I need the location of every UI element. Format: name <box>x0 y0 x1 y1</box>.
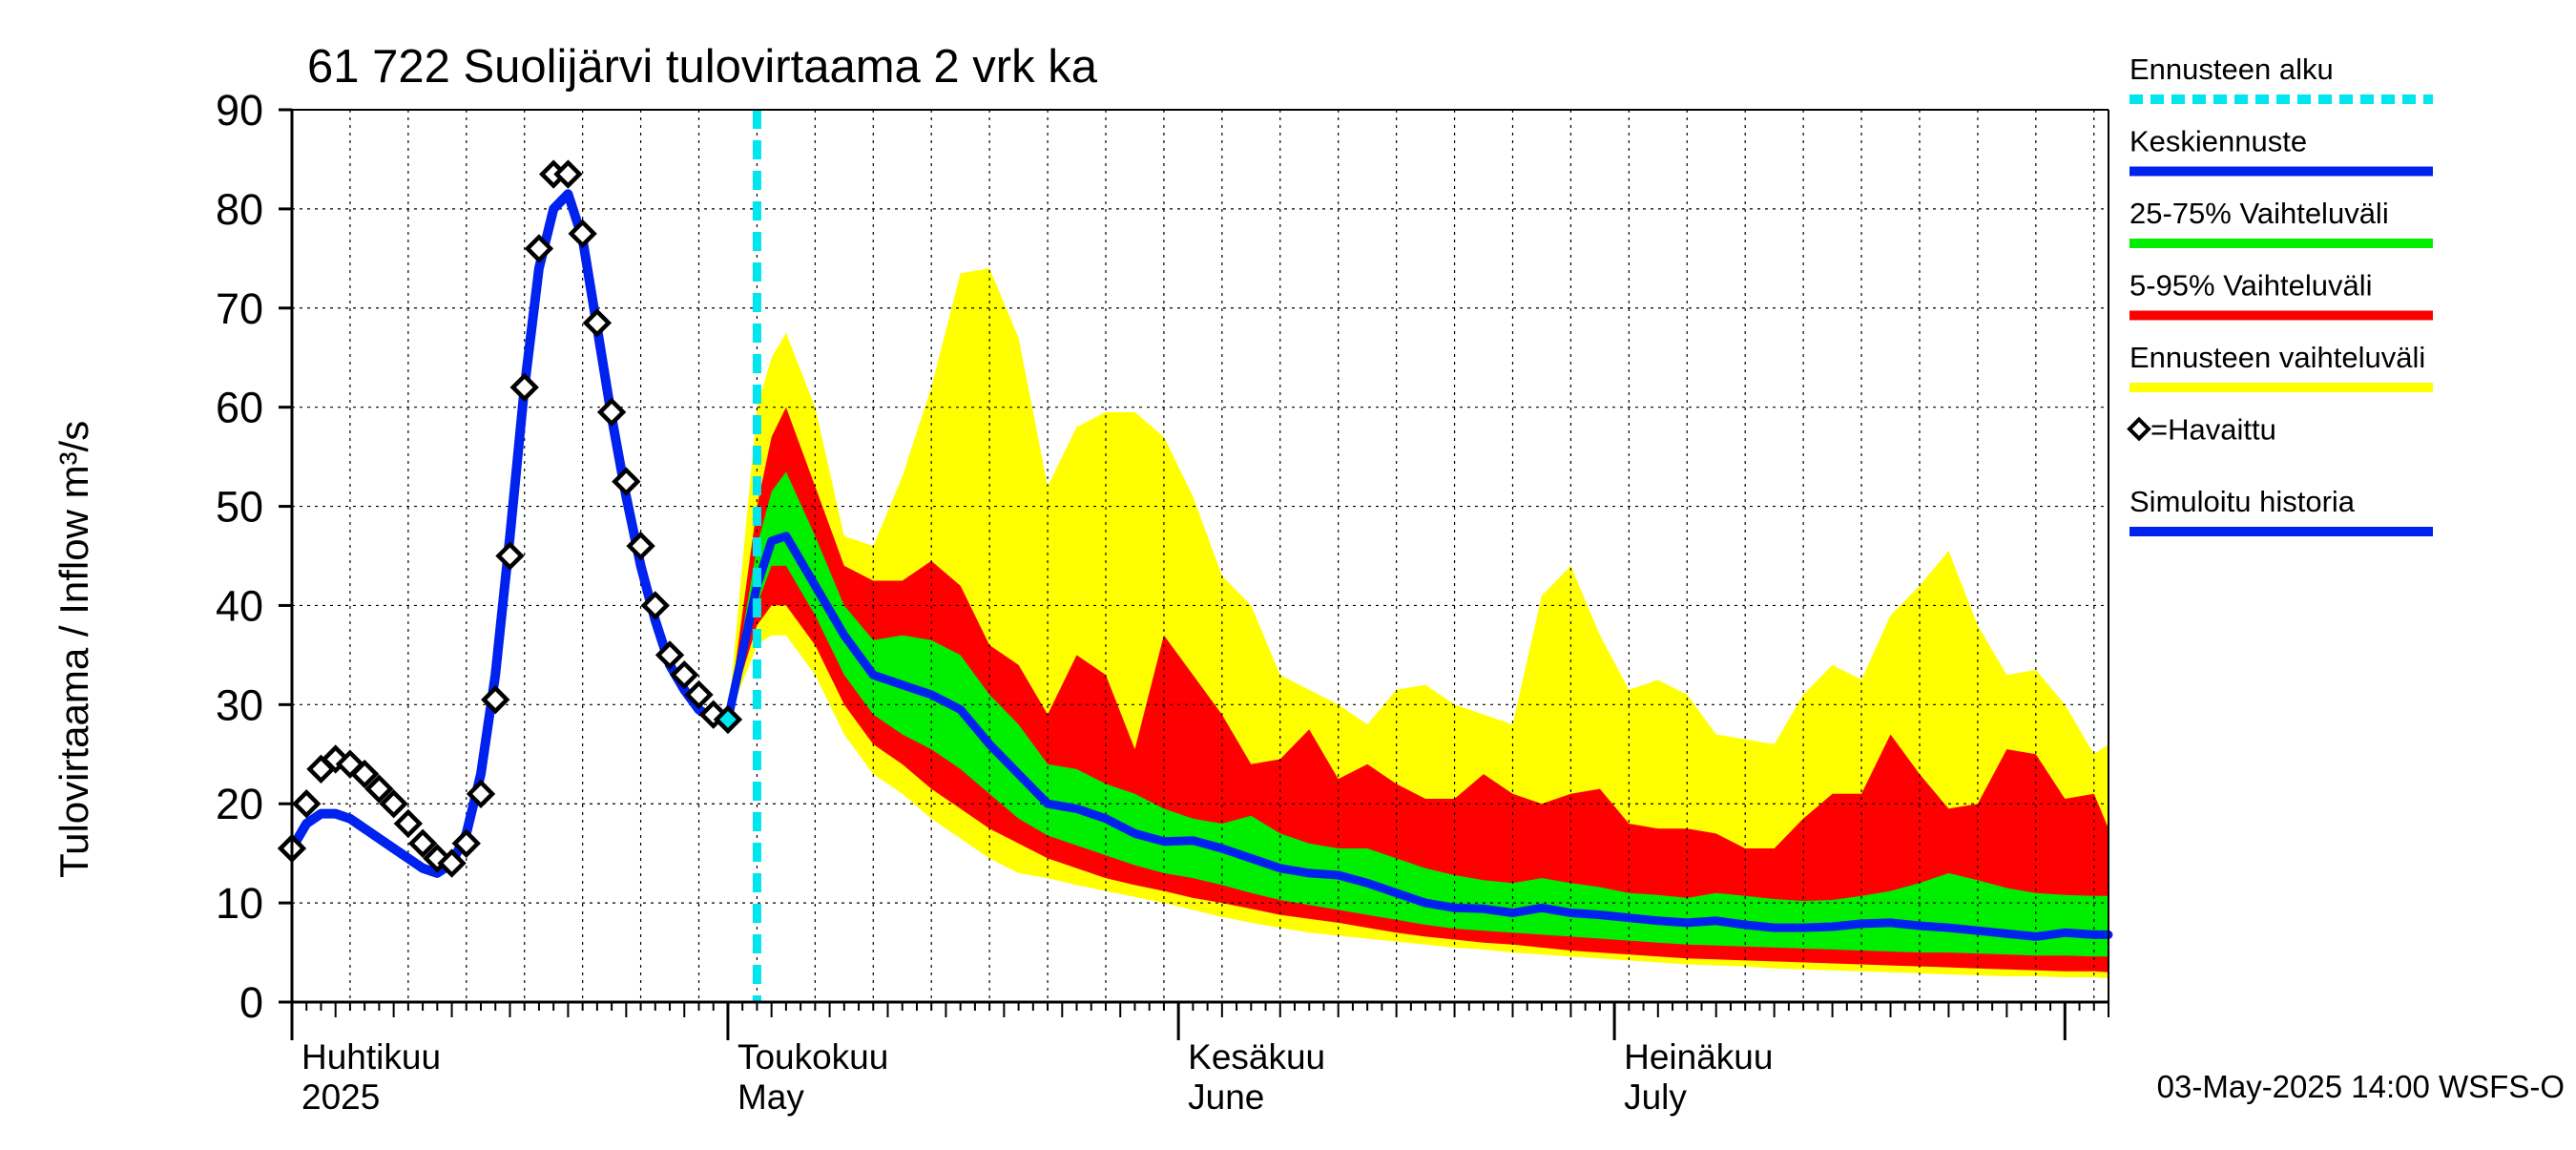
observed-point <box>654 640 685 670</box>
month-sublabel: June <box>1188 1077 1264 1117</box>
median-forecast-line <box>723 532 2113 941</box>
month-label: Heinäkuu <box>1624 1037 1773 1077</box>
y-axis-label: Tulovirtaama / Inflow m³/s <box>52 421 96 878</box>
observed-point <box>713 704 743 735</box>
forecast-bands <box>728 268 2109 979</box>
observed-point <box>640 591 670 620</box>
legend-label: Ennusteen vaihteluväli <box>2129 341 2425 374</box>
chart-title: 61 722 Suolijärvi tulovirtaama 2 vrk ka <box>307 41 1098 93</box>
month-label: Huhtikuu <box>301 1037 441 1077</box>
legend-label: =Havaittu <box>2150 413 2276 447</box>
observed-point <box>524 234 554 263</box>
observed-point <box>568 219 597 249</box>
y-tick-label: 90 <box>216 86 263 135</box>
observed-point <box>364 774 394 804</box>
y-tick-label: 10 <box>216 879 263 928</box>
footer-timestamp: 03-May-2025 14:00 WSFS-O <box>2157 1069 2565 1104</box>
legend-label: 25-75% Vaihteluväli <box>2129 197 2389 230</box>
simulated-history-line <box>287 189 733 878</box>
legend: Ennusteen alku Keskiennuste 25-75% Vaihtel… <box>2127 52 2433 536</box>
observed-point <box>451 828 481 858</box>
month-sublabel: May <box>737 1077 804 1117</box>
observed-point <box>437 848 467 878</box>
legend-observed-marker <box>2127 416 2151 442</box>
observed-point <box>292 789 322 819</box>
month-label: Toukokuu <box>737 1037 888 1077</box>
grid-lines <box>292 109 2109 1002</box>
observed-point <box>393 808 424 839</box>
observed-point <box>379 789 408 819</box>
legend-label: Simuloitu historia <box>2129 485 2356 518</box>
observed-point <box>407 828 438 858</box>
observed-point <box>509 372 539 403</box>
observed-point <box>466 779 496 809</box>
observed-point <box>684 680 714 710</box>
y-tick-label: 20 <box>216 780 263 828</box>
month-sublabel: July <box>1624 1077 1687 1117</box>
observed-point <box>626 531 655 561</box>
legend-label: 5-95% Vaihteluväli <box>2129 269 2372 303</box>
y-tick-label: 50 <box>216 483 263 532</box>
month-label: Kesäkuu <box>1188 1037 1325 1077</box>
observed-point <box>670 659 699 690</box>
observed-point <box>596 397 627 428</box>
y-tick-label: 0 <box>239 978 263 1027</box>
y-tick-label: 60 <box>216 384 263 432</box>
y-tick-label: 80 <box>216 185 263 234</box>
observed-point <box>612 467 641 496</box>
observed-point <box>335 749 365 779</box>
y-tick-label: 40 <box>216 581 263 630</box>
y-tick-label: 30 <box>216 680 263 729</box>
observed-point <box>481 684 510 715</box>
legend-label: Keskiennuste <box>2129 125 2307 158</box>
legend-label: Ennusteen alku <box>2129 52 2334 86</box>
band-25-75 <box>728 471 2109 957</box>
observed-point <box>553 159 583 189</box>
observed-point <box>582 308 613 338</box>
observed-point <box>495 541 525 571</box>
month-sublabel: 2025 <box>301 1077 380 1117</box>
series-lines <box>287 110 2113 1002</box>
observed-markers <box>277 159 743 878</box>
observed-point <box>349 759 380 789</box>
y-tick-label: 70 <box>216 284 263 333</box>
